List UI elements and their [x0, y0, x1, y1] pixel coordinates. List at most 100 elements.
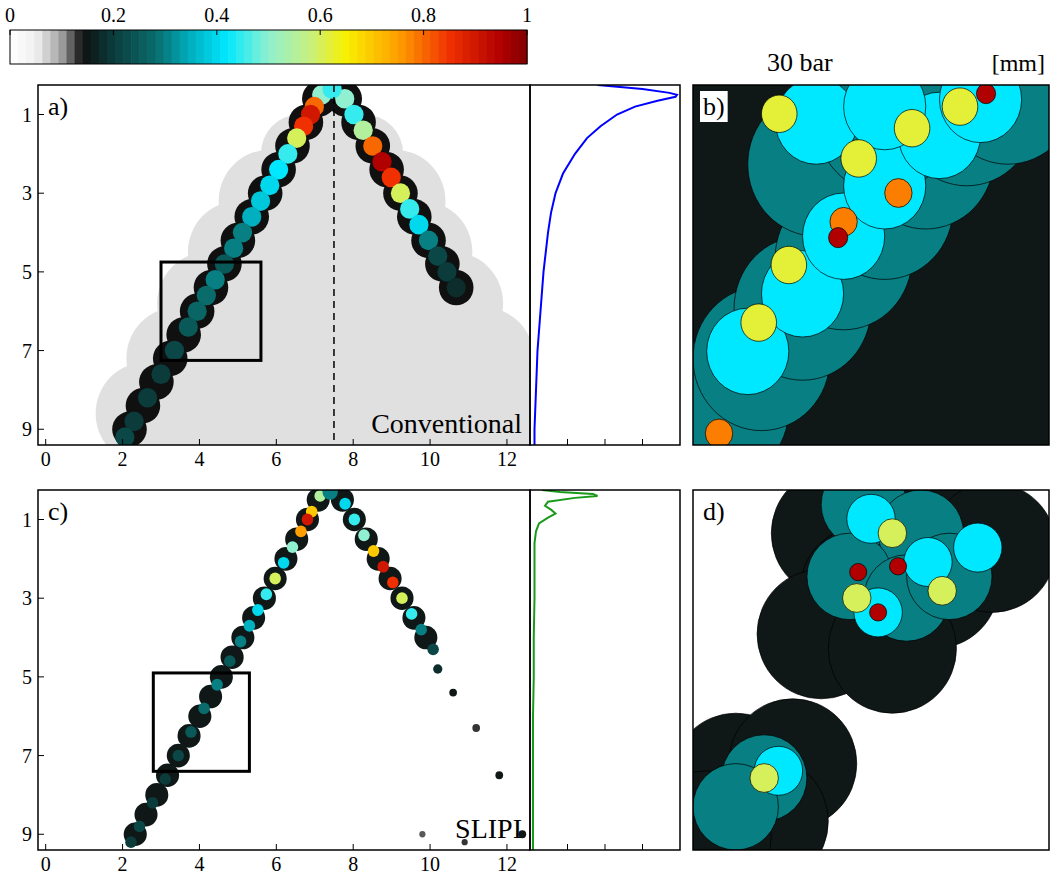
blob: [894, 109, 930, 146]
plot-area: [38, 85, 530, 445]
tick: [276, 439, 277, 445]
colorbar-band: [99, 30, 108, 64]
blob: [885, 179, 912, 208]
tick-label: 4: [194, 853, 204, 875]
colorbar-band: [34, 30, 43, 64]
colorbar-band: [163, 30, 172, 64]
tick: [38, 755, 44, 756]
tick: [216, 30, 217, 35]
blob: [771, 246, 807, 283]
blob: [125, 836, 137, 848]
tick-label: 0.4: [204, 4, 229, 26]
annotation: [mm]: [992, 50, 1045, 76]
colorbar-band: [147, 30, 156, 64]
blob: [390, 586, 413, 610]
colorbar-band: [430, 30, 439, 64]
tick: [276, 844, 277, 850]
colorbar-band: [285, 30, 294, 64]
blob: [248, 175, 283, 210]
colorbar-band: [188, 30, 197, 64]
tick: [38, 271, 44, 272]
colorbar-band: [204, 30, 213, 64]
blob: [339, 498, 351, 510]
tick-label: 10: [420, 448, 440, 470]
tick: [567, 844, 568, 850]
tick: [605, 844, 606, 850]
tick: [320, 30, 321, 35]
blob: [427, 643, 439, 655]
tick-label: 8: [348, 853, 358, 875]
tick: [45, 439, 46, 445]
tick: [605, 439, 606, 445]
colorbar-band: [438, 30, 447, 64]
colorbar-band: [309, 30, 318, 64]
label-patch: [700, 91, 728, 122]
colorbar-band: [196, 30, 205, 64]
colorbar-band: [479, 30, 488, 64]
blob: [841, 140, 877, 177]
tick-label: 2: [118, 853, 128, 875]
blob: [341, 105, 376, 140]
blob: [322, 85, 341, 99]
colorbar-band: [236, 30, 245, 64]
tick-label: 12: [497, 853, 517, 875]
blob: [295, 525, 307, 537]
tick: [430, 844, 431, 850]
colorbar-band: [382, 30, 391, 64]
profile-line: [533, 490, 598, 850]
colorbar-band: [454, 30, 463, 64]
blob: [343, 508, 366, 532]
tick-label: 5: [22, 261, 32, 283]
colorbar-band: [18, 30, 27, 64]
colorbar-band: [212, 30, 221, 64]
blob: [275, 128, 310, 163]
blob: [870, 604, 887, 621]
colorbar-band: [357, 30, 366, 64]
colorbar-band: [341, 30, 350, 64]
tick-label: 3: [22, 587, 32, 609]
colorbar-band: [462, 30, 471, 64]
tick-label: 9: [22, 823, 32, 845]
colorbar-band: [107, 30, 116, 64]
tick-label: 12: [497, 448, 517, 470]
tick-label: 9: [22, 418, 32, 440]
tick-label: 1: [22, 104, 32, 126]
colorbar-band: [228, 30, 237, 64]
blob: [433, 664, 442, 673]
colorbar-band: [503, 30, 512, 64]
center-line: [333, 85, 335, 445]
tick: [353, 844, 354, 850]
blob: [235, 636, 247, 648]
colorbar-band: [180, 30, 189, 64]
blob: [115, 427, 134, 445]
colorbar-band: [519, 30, 528, 64]
blob: [147, 797, 159, 809]
tick-label: 0: [5, 4, 15, 26]
tick-label: 7: [22, 340, 32, 362]
zoom-box: [161, 262, 261, 360]
tick: [38, 519, 44, 520]
blob: [211, 679, 223, 691]
blob: [939, 85, 1021, 143]
blob: [369, 152, 404, 187]
panel-label: a): [48, 92, 68, 121]
colorbar-band: [301, 30, 310, 64]
blob: [185, 726, 197, 738]
colorbar-band: [26, 30, 35, 64]
blob: [377, 561, 389, 573]
tick-label: 0.2: [101, 4, 126, 26]
plot-area: [693, 85, 1049, 445]
colorbar-band: [487, 30, 496, 64]
plot-area: [533, 490, 598, 850]
blob: [302, 514, 314, 526]
blob: [472, 724, 480, 732]
blob: [693, 764, 778, 850]
blob: [761, 95, 797, 132]
blob: [750, 764, 778, 793]
blob: [397, 199, 432, 234]
tick-label: 1: [22, 509, 32, 531]
colorbar-band: [446, 30, 455, 64]
tick: [199, 439, 200, 445]
blob: [495, 771, 503, 779]
tick-label: 2: [118, 448, 128, 470]
